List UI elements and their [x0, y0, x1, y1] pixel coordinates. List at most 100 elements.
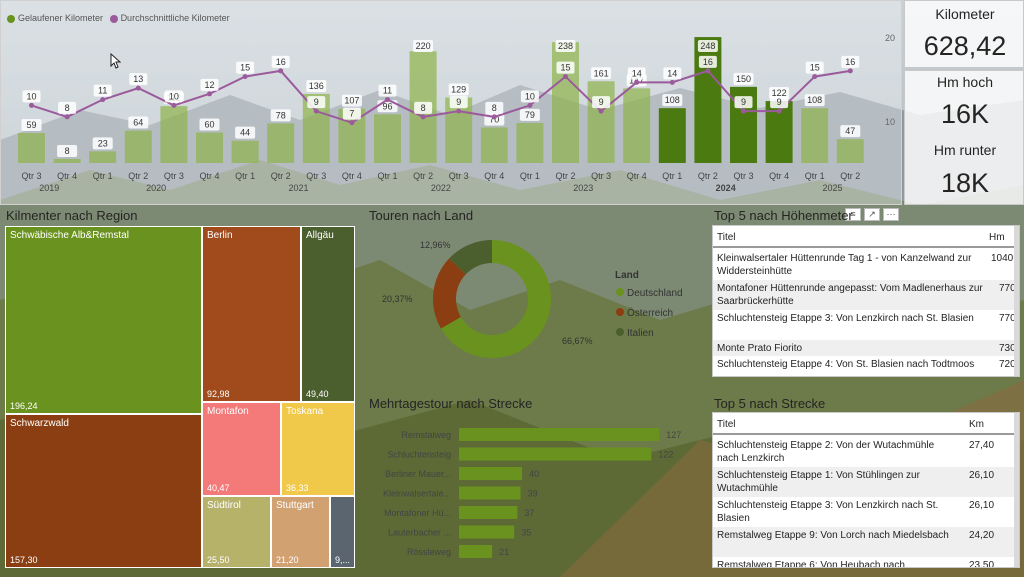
avg-data-label: 9	[599, 97, 604, 107]
row-value: 23,50	[969, 560, 995, 568]
bar-label-bg	[128, 116, 149, 129]
top-hm-title: Top 5 nach Höhenmeter	[714, 208, 853, 223]
filter-icon[interactable]: ≡	[845, 208, 861, 221]
top-km-title: Top 5 nach Strecke	[714, 396, 826, 411]
treemap-cell-toskana[interactable]: Toskana 36,33	[281, 402, 355, 496]
donut-legend-label: Deutschland	[627, 288, 683, 299]
avg-point	[29, 102, 34, 108]
treemap-cell-value: 196,24	[10, 401, 38, 411]
treemap-cell-label: Schwäbische Alb&Remstal	[10, 230, 129, 241]
hbar-data-label: 21	[499, 547, 509, 557]
treemap-cell-schwarzwald[interactable]: Schwarzwald 157,30	[5, 414, 202, 568]
km-card-label: Kilometer	[935, 6, 995, 22]
hbar-data-label: 39	[528, 489, 538, 499]
col-hm[interactable]: Hm	[989, 232, 1005, 243]
bar-km	[552, 42, 579, 163]
avg-label-bg	[556, 61, 575, 74]
bar-data-label: 248	[700, 41, 715, 51]
bar-label-bg	[555, 40, 576, 52]
treemap-cell-stuttgart[interactable]: Stuttgart 21,20	[271, 496, 330, 568]
hbar-category-label: Remstalweg	[401, 430, 451, 440]
avg-data-label: 15	[240, 63, 250, 73]
bar-label-bg	[341, 94, 362, 107]
avg-data-label: 9	[314, 97, 319, 107]
table-scrollbar[interactable]	[1014, 226, 1019, 376]
top-hm-table[interactable]: Titel Hm Kleinwalsertaler Hüttenrunde Ta…	[712, 225, 1020, 377]
bar-label-bg	[662, 94, 683, 107]
x-tick-label: Qtr 1	[805, 171, 825, 181]
donut-chart[interactable]: 66,67% 20,37% 12,96% Land Deutschland Österre…	[362, 226, 697, 386]
row-value: 24,20	[969, 530, 995, 541]
avg-data-label: 12	[204, 80, 214, 90]
bar-label-bg	[306, 79, 327, 92]
bar-data-label: 79	[525, 110, 535, 120]
treemap-cell-suedtirol[interactable]: Südtirol 25,50	[202, 496, 271, 568]
combo-chart-legend: Gelaufener Kilometer Durchschnittliche K…	[7, 13, 230, 23]
bar-km	[53, 158, 81, 163]
treemap-cell-other[interactable]: 9,...	[330, 496, 355, 568]
avg-label-bg	[129, 73, 148, 86]
mouse-cursor-icon	[110, 53, 122, 69]
x-tick-label: Qtr 3	[306, 171, 326, 181]
bar-data-label: 122	[772, 88, 787, 98]
treemap-cell-value: 21,20	[276, 555, 299, 565]
bar-label-bg	[57, 144, 78, 157]
hbar-bar	[459, 506, 518, 519]
table-row[interactable]: Monte Prato Fiorito 730	[713, 340, 1019, 356]
table-row[interactable]: Kleinwalsertaler Hüttenrunde Tag 1 - von…	[713, 250, 1019, 280]
x-tick-label: Qtr 2	[128, 171, 148, 181]
bar-km	[196, 132, 223, 163]
bar-data-label: 107	[344, 96, 359, 106]
avg-data-label: 9	[456, 97, 461, 107]
table-row[interactable]: Schluchtensteig Etappe 3: Von Lenzkirch …	[713, 497, 1019, 527]
bar-km	[374, 114, 401, 163]
donut-data-label: 20,37%	[382, 294, 413, 304]
x-tick-label: Qtr 1	[235, 171, 255, 181]
x-tick-label: Qtr 4	[627, 171, 647, 181]
table-row[interactable]: Remstalweg Etappe 9: Von Lorch nach Mied…	[713, 527, 1019, 557]
hbar-chart[interactable]: Remstalweg 127 Schluchtensteig 122 Berliner …	[362, 418, 697, 568]
avg-label-bg	[271, 55, 290, 68]
table-row[interactable]: Schluchtensteig Etappe 1: Von Stühlingen…	[713, 467, 1019, 497]
row-value: 770	[999, 283, 1016, 294]
treemap-cell-label: Stuttgart	[276, 500, 314, 511]
treemap[interactable]: Schwäbische Alb&Remstal 196,24 Schwarzwa…	[5, 226, 355, 568]
table-row[interactable]: Remstalweg Etappe 6: Von Heubach nach Sc…	[713, 557, 1019, 568]
row-value: 720	[999, 359, 1016, 370]
legend-dot-avg	[109, 14, 118, 23]
col-km[interactable]: Km	[969, 419, 984, 430]
treemap-cell-berlin[interactable]: Berlin 92,98	[202, 226, 301, 402]
bar-km	[658, 108, 686, 163]
x-tick-label: Qtr 1	[377, 171, 397, 181]
hbar-category-label: Kleinwalsertale...	[383, 489, 451, 499]
col-title[interactable]: Titel	[717, 232, 736, 243]
avg-data-label: 13	[133, 74, 143, 84]
top-km-table[interactable]: Titel Km Schluchtensteig Etappe 2: Von d…	[712, 412, 1020, 568]
x-tick-label: Qtr 1	[93, 171, 113, 181]
focus-mode-icon[interactable]: ↗	[864, 208, 880, 221]
more-options-icon[interactable]: ⋯	[883, 208, 899, 221]
avg-label-bg	[520, 90, 539, 103]
table-row[interactable]: Schluchtensteig Etappe 3: Von Lenzkirch …	[713, 310, 1019, 340]
table-row[interactable]: Montafoner Hüttenrunde angepasst: Vom Ma…	[713, 280, 1019, 310]
treemap-cell-label: Montafon	[207, 406, 249, 417]
avg-point	[100, 97, 106, 103]
table-row[interactable]: Schluchtensteig Etappe 4: Von St. Blasie…	[713, 356, 1019, 376]
treemap-cell-schwaebische-alb[interactable]: Schwäbische Alb&Remstal 196,24	[5, 226, 202, 414]
bar-data-label: 47	[845, 126, 855, 136]
table-row[interactable]: Schluchtensteig Etappe 2: Von der Wutach…	[713, 437, 1019, 467]
avg-point	[491, 114, 497, 120]
hm-up-value: 16K	[940, 99, 990, 129]
bar-data-label: 59	[26, 120, 36, 130]
col-title[interactable]: Titel	[717, 419, 736, 430]
avg-label-bg	[164, 90, 183, 103]
x-tick-label: Qtr 2	[840, 171, 860, 181]
donut-legend-label: Italien	[627, 328, 654, 339]
avg-line	[31, 69, 851, 124]
treemap-cell-allgaeu[interactable]: Allgäu 49,40	[301, 226, 355, 402]
treemap-cell-montafon[interactable]: Montafon 40,47	[202, 402, 281, 496]
legend-dot-km	[7, 14, 15, 23]
table-scrollbar[interactable]	[1014, 413, 1019, 567]
avg-point	[64, 114, 70, 120]
